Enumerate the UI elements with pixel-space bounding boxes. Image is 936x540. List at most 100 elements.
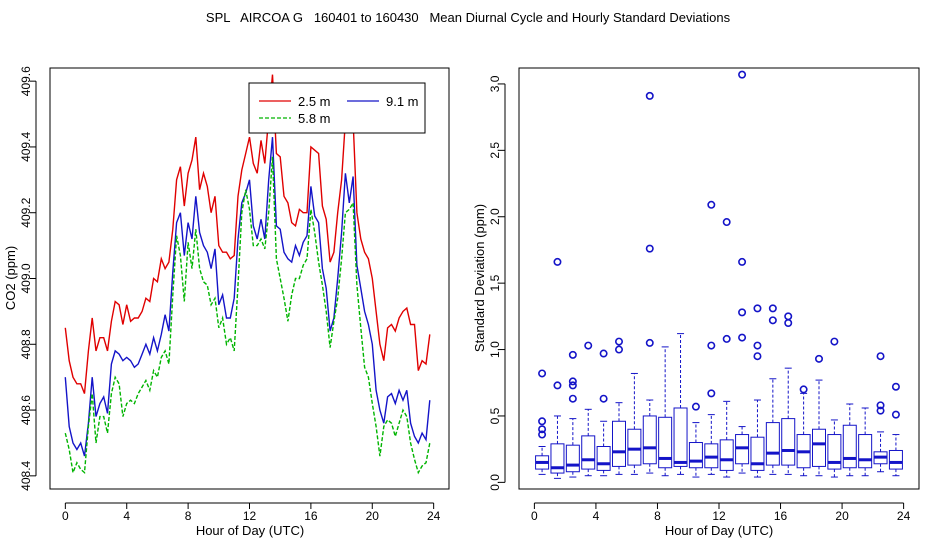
right-y-axis-label: Standard Deviation (ppm): [472, 204, 487, 352]
left-y-tick-label: 409.6: [19, 66, 33, 96]
right-chart: 0 4 8 12 16 20 24 0.0 0.5 1.0 1.5 2.0 2.5 3.0 Hour of…: [472, 67, 920, 538]
legend-label-2-5m: 2.5 m: [298, 94, 331, 109]
outlier-point: [538, 417, 547, 426]
box-hour-14-5: [750, 304, 765, 478]
box-hour-11-5: [704, 200, 719, 475]
right-y-tick-label: 2.0: [488, 208, 502, 225]
left-y-axis-label: CO2 (ppm): [3, 246, 18, 310]
box-hour-3-5: [581, 341, 596, 477]
left-x-tick-label: 0: [62, 509, 69, 523]
box-hour-21-5: [858, 407, 873, 477]
box-hour-9-5: [673, 333, 688, 475]
box-hour-17-5: [796, 385, 811, 477]
outlier-point: [830, 337, 839, 346]
outlier-point: [768, 304, 777, 313]
iqr-box: [827, 434, 842, 470]
outlier-point: [538, 425, 547, 434]
outlier-point: [568, 381, 577, 390]
box-hour-15-5: [765, 304, 780, 475]
outlier-point: [738, 70, 747, 79]
right-y-tick-label: 0.0: [488, 474, 502, 491]
right-y-tick-label: 1.5: [488, 274, 502, 291]
iqr-box: [888, 449, 903, 470]
outlier-point: [738, 308, 747, 317]
left-plot-frame: [49, 67, 450, 490]
outlier-point: [707, 200, 716, 209]
iqr-box: [688, 442, 703, 469]
outlier-point: [645, 91, 654, 100]
outlier-point: [876, 406, 885, 415]
series-line-2-5-m: [64, 74, 431, 394]
box-hour-19-5: [827, 337, 842, 478]
box-hour-5-5: [612, 337, 626, 475]
left-x-tick-label: 16: [304, 509, 318, 523]
box-hour-7-5: [642, 91, 657, 474]
right-plot-frame: [518, 67, 920, 490]
outlier-point: [553, 257, 562, 266]
outlier-point: [568, 350, 577, 359]
outlier-point: [538, 430, 547, 439]
outlier-point: [753, 341, 762, 350]
outlier-point: [691, 402, 700, 411]
outlier-point: [876, 401, 885, 410]
outlier-point: [738, 333, 747, 342]
outlier-point: [722, 334, 731, 343]
outlier-point: [784, 318, 793, 327]
iqr-box: [812, 428, 826, 467]
box-hour-13-5: [735, 70, 750, 474]
left-y-tick-label: 409.0: [19, 263, 33, 293]
outlier-point: [707, 341, 716, 350]
right-y-tick-label: 1.0: [488, 341, 502, 358]
iqr-box: [765, 422, 780, 466]
outlier-point: [891, 410, 900, 419]
outlier-point: [599, 394, 608, 403]
outlier-point: [814, 354, 823, 363]
iqr-box: [858, 434, 873, 469]
iqr-box: [550, 443, 565, 474]
series-line-5-8-m: [64, 156, 431, 476]
figure-title: SPL AIRCOA G 160401 to 160430 Mean Diurn…: [206, 10, 731, 25]
outlier-point: [614, 337, 623, 346]
left-x-tick-label: 24: [427, 509, 441, 523]
legend-box: [248, 82, 426, 134]
iqr-box: [612, 420, 626, 467]
iqr-box: [842, 424, 857, 469]
outlier-point: [645, 338, 654, 347]
box-hour-18-5: [812, 354, 826, 477]
outlier-point: [753, 352, 762, 361]
right-x-tick-label: 4: [593, 509, 600, 523]
left-x-tick-label: 4: [123, 509, 130, 523]
box-hour-6-5: [627, 372, 642, 475]
outlier-point: [738, 257, 747, 266]
legend-label-5-8m: 5.8 m: [298, 111, 331, 126]
outlier-point: [584, 341, 593, 350]
outlier-point: [799, 385, 808, 394]
outlier-point: [538, 369, 547, 378]
left-chart: 0 4 8 12 16 20 24 408.4 408.6 408.8 409.0 409.2 409.…: [3, 66, 450, 538]
left-x-axis-label: Hour of Day (UTC): [196, 523, 304, 538]
outlier-point: [768, 316, 777, 325]
box-hour-1-5: [550, 257, 565, 479]
outlier-point: [876, 352, 885, 361]
outlier-point: [722, 218, 731, 227]
left-y-tick-label: 408.8: [19, 329, 33, 359]
box-hour-16-5: [781, 312, 796, 475]
outlier-point: [599, 349, 608, 358]
iqr-box: [565, 444, 580, 473]
left-y-tick-label: 408.4: [19, 460, 33, 490]
outlier-point: [707, 389, 716, 398]
box-hour-4-5: [596, 349, 611, 477]
outlier-point: [645, 244, 654, 253]
iqr-box: [581, 435, 596, 470]
box-hour-10-5: [688, 402, 703, 478]
left-y-tick-label: 409.2: [19, 197, 33, 227]
box-hour-12-5: [719, 218, 734, 478]
iqr-box: [719, 439, 734, 471]
left-x-tick-label: 12: [243, 509, 257, 523]
box-hour-23-5: [888, 382, 903, 477]
series-line-9-1-m: [64, 137, 431, 457]
outlier-point: [568, 377, 577, 386]
box-hour-20-5: [842, 403, 857, 477]
right-x-tick-label: 20: [835, 509, 849, 523]
box-hour-0-5: [535, 369, 550, 475]
